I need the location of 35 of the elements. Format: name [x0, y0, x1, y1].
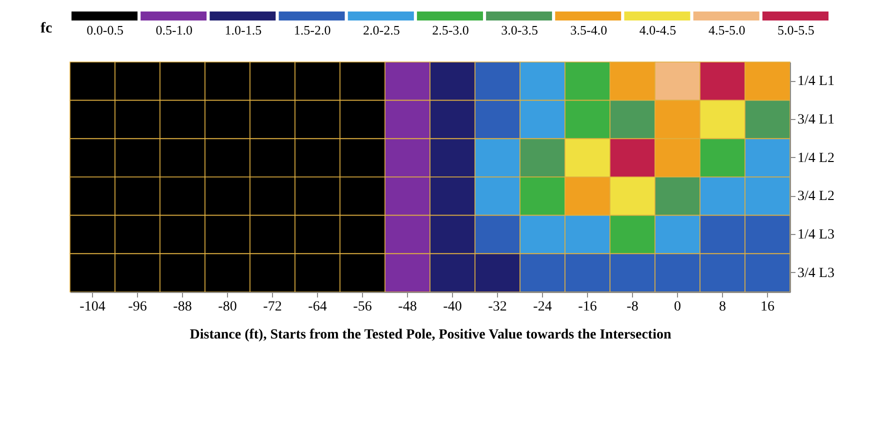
color-bar-label: 4.5-5.0 [708, 22, 746, 38]
color-bar-label: 2.0-2.5 [362, 22, 400, 38]
color-bar-title: fc [40, 20, 52, 36]
color-bar-label: 0.0-0.5 [86, 22, 124, 38]
x-tick-label: -8 [626, 300, 638, 314]
x-tick-label: -40 [443, 300, 462, 314]
y-tick-label: 1/4 L3 [798, 228, 834, 242]
y-tick-label: 3/4 L1 [798, 112, 834, 128]
x-tick-label: -80 [218, 300, 237, 314]
x-axis-title: Distance (ft), Starts from the Tested Pole, Positive Value towards the Intersection [190, 328, 672, 342]
x-tick-label: -16 [578, 300, 597, 314]
x-tick-label: 8 [719, 300, 726, 314]
x-tick-label: -104 [80, 300, 106, 314]
color-bar-label: 1.0-1.5 [224, 22, 262, 38]
color-bar-label: 0.5-1.0 [156, 22, 193, 38]
y-tick-label: 3/4 L3 [798, 266, 834, 281]
y-tick-label: 1/4 L1 [798, 74, 834, 90]
color-bar-label: 3.0-3.5 [501, 22, 538, 38]
x-tick-label: -88 [173, 300, 192, 314]
x-tick-label: -72 [263, 300, 282, 314]
x-tick-label: -64 [308, 300, 327, 314]
x-tick-label: -48 [398, 300, 417, 314]
x-tick-label: 16 [760, 300, 774, 314]
y-tick-label: 3/4 L2 [798, 189, 834, 204]
color-bar-label: 4.0-4.5 [639, 22, 676, 38]
x-tick-label: -24 [533, 300, 552, 314]
color-bar-label: 1.5-2.0 [294, 22, 331, 38]
x-tick-label: -96 [128, 300, 147, 314]
color-bar-label: 2.5-3.0 [432, 22, 469, 38]
x-tick-label: 0 [674, 300, 681, 314]
color-bar-label: 3.5-4.0 [570, 22, 608, 38]
x-tick-label: -56 [353, 300, 372, 314]
y-tick-label: 1/4 L2 [798, 150, 834, 166]
x-tick-label: -32 [488, 300, 507, 314]
color-bar-label: 5.0-5.5 [778, 22, 814, 38]
